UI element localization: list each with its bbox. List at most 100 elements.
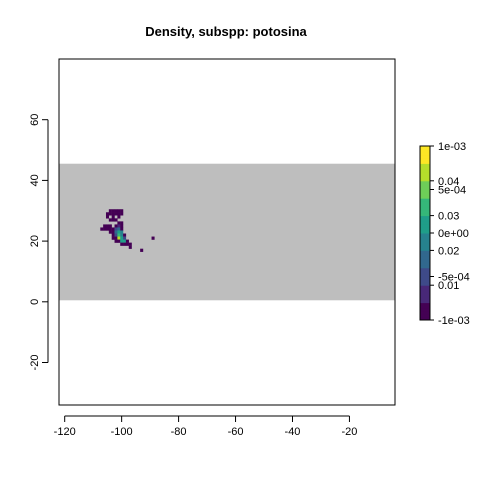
colorbar-segment bbox=[420, 253, 430, 257]
raster-cell bbox=[120, 239, 124, 243]
raster-cell bbox=[105, 227, 110, 231]
raster-cell bbox=[123, 236, 127, 240]
colorbar-segment bbox=[420, 195, 430, 199]
colorbar-label: 0.04 bbox=[438, 176, 459, 188]
colorbar-segment bbox=[420, 241, 430, 246]
raster-cell bbox=[114, 209, 118, 213]
raster-cell bbox=[117, 230, 121, 234]
raster-cell bbox=[117, 236, 121, 240]
raster-cell bbox=[111, 230, 115, 234]
colorbar-segment bbox=[420, 305, 430, 309]
colorbar-segment bbox=[420, 311, 430, 315]
colorbar-segment bbox=[420, 218, 430, 222]
raster-cell bbox=[123, 233, 127, 237]
plot-area bbox=[59, 163, 395, 301]
colorbar-label: -1e-03 bbox=[438, 315, 470, 327]
raster-cell bbox=[125, 239, 129, 243]
colorbar-segment bbox=[420, 238, 430, 243]
colorbar-segment bbox=[420, 244, 430, 248]
colorbar-segment bbox=[420, 250, 430, 254]
colorbar-segment bbox=[420, 314, 430, 318]
colorbar-label: 5e-04 bbox=[438, 185, 466, 197]
colorbar-segment bbox=[420, 282, 430, 286]
raster-cell bbox=[120, 221, 124, 225]
y-tick-label: -20 bbox=[29, 355, 41, 371]
colorbar-label: 0e+00 bbox=[438, 228, 469, 240]
raster-cell bbox=[103, 224, 107, 228]
colorbar-segment bbox=[420, 148, 430, 153]
x-tick-label: -40 bbox=[285, 426, 301, 438]
colorbar-segment bbox=[420, 180, 430, 185]
y-tick-label: 60 bbox=[29, 114, 41, 126]
raster-cell bbox=[120, 227, 124, 231]
colorbar-segment bbox=[420, 247, 430, 251]
raster-cell bbox=[114, 230, 118, 234]
raster-cell bbox=[117, 224, 121, 228]
colorbar-segment bbox=[420, 160, 430, 164]
raster-cell bbox=[114, 233, 118, 237]
x-tick-label: -60 bbox=[228, 426, 244, 438]
raster-cell bbox=[117, 212, 121, 216]
raster-cell bbox=[120, 242, 124, 246]
raster-cell bbox=[117, 227, 121, 231]
raster-cell bbox=[108, 224, 112, 228]
colorbar-segment bbox=[420, 186, 430, 190]
chart-title: Density, subspp: potosina bbox=[145, 24, 307, 39]
colorbar-segment bbox=[420, 212, 430, 217]
raster-cell bbox=[123, 239, 127, 243]
colorbar-segment bbox=[420, 163, 430, 167]
colorbar-segment bbox=[420, 224, 430, 228]
colorbar-segment bbox=[420, 198, 430, 202]
raster-cell bbox=[111, 212, 115, 216]
colorbar-segment bbox=[420, 157, 430, 161]
colorbar-label: 0.03 bbox=[438, 211, 459, 223]
raster-cell bbox=[117, 239, 121, 243]
raster-cell bbox=[120, 224, 124, 228]
colorbar-segment bbox=[420, 154, 430, 159]
colorbar-label: -5e-04 bbox=[438, 272, 470, 284]
colorbar-segment bbox=[420, 169, 430, 173]
colorbar-segment bbox=[420, 230, 430, 234]
raster-cell bbox=[105, 224, 110, 228]
raster-cell bbox=[120, 233, 124, 237]
raster-cell bbox=[120, 230, 124, 234]
raster-cell bbox=[117, 215, 121, 219]
raster-cell bbox=[114, 236, 118, 240]
colorbar-segment bbox=[420, 264, 430, 269]
colorbar-segment bbox=[420, 166, 430, 170]
colorbar-segment bbox=[420, 273, 430, 277]
raster-cell bbox=[111, 215, 115, 219]
raster-cell bbox=[114, 227, 118, 231]
colorbar-legend: 1e-03 5e-04 0e+00 -5e-04 -1e-03 0.04 0.03 0.02 0… bbox=[419, 141, 470, 327]
colorbar-segment bbox=[420, 276, 430, 280]
colorbar-segment bbox=[420, 206, 430, 211]
colorbar-segment bbox=[420, 235, 430, 240]
colorbar-segment bbox=[420, 308, 430, 312]
raster-cell bbox=[108, 230, 112, 234]
colorbar-segment bbox=[420, 317, 430, 321]
raster-cell bbox=[108, 212, 112, 216]
colorbar-segment bbox=[420, 201, 430, 205]
y-tick-label: 40 bbox=[29, 174, 41, 186]
raster-cell bbox=[111, 209, 115, 213]
colorbar-segment bbox=[420, 183, 430, 188]
y-tick-label: 0 bbox=[29, 299, 41, 305]
raster-cell bbox=[114, 218, 118, 222]
axes: -120 -100 -80 -60 -40 -20 -20 0 20 40 60 bbox=[29, 58, 396, 438]
raster-cell bbox=[140, 248, 144, 252]
raster-cell bbox=[114, 239, 118, 243]
colorbar-segment bbox=[420, 221, 430, 225]
raster-cell bbox=[100, 227, 104, 231]
colorbar-segment bbox=[420, 302, 430, 306]
x-tick-label: -100 bbox=[111, 426, 133, 438]
colorbar-segment bbox=[420, 267, 430, 272]
raster-cell bbox=[111, 218, 115, 222]
raster-cell bbox=[128, 245, 132, 249]
raster-cell bbox=[114, 212, 118, 216]
colorbar-segment bbox=[420, 296, 430, 301]
colorbar-segment bbox=[420, 192, 430, 196]
raster-cell bbox=[117, 221, 121, 225]
raster-cell bbox=[117, 233, 121, 237]
raster-cell bbox=[120, 212, 124, 216]
